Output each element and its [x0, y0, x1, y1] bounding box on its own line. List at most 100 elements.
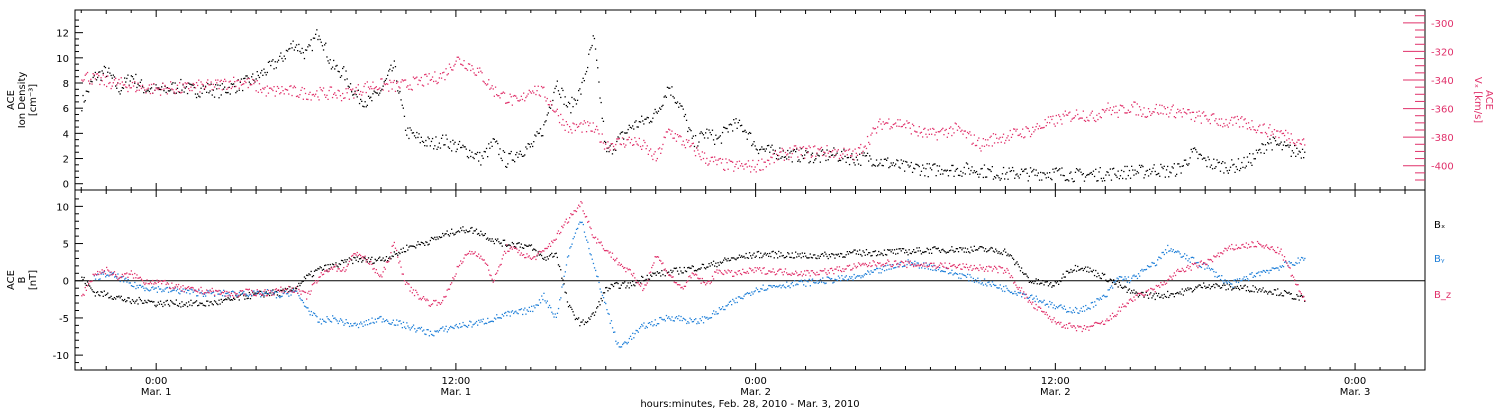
density-series-point [235, 92, 236, 93]
vx-series-point [238, 80, 239, 81]
by-series-point [479, 322, 480, 323]
vx-series-point [717, 160, 718, 161]
bx-series-point [1157, 295, 1158, 296]
vx-series-point [217, 79, 218, 80]
bx-series-point [476, 229, 477, 230]
density-series-point [269, 61, 270, 62]
density-series-point [1270, 142, 1271, 143]
vx-series-point [1097, 119, 1098, 120]
by-series-point [1047, 304, 1048, 305]
density-series-point [420, 142, 421, 143]
density-series-point [1179, 166, 1180, 167]
bx-series-point [203, 305, 204, 306]
bx-series-point [1248, 290, 1249, 291]
vx-series-point [308, 94, 309, 95]
bx-series-point [762, 255, 763, 256]
vx-series-point [158, 89, 159, 90]
density-series-point [953, 176, 954, 177]
density-series-point [697, 145, 698, 146]
density-series-point [837, 153, 838, 154]
density-series-point [209, 90, 210, 91]
density-series-point [828, 159, 829, 160]
density-series-point [261, 70, 262, 71]
vx-series-point [394, 80, 395, 81]
bz-series-point [284, 292, 285, 293]
bx-series-point [118, 296, 119, 297]
density-series-point [398, 92, 399, 93]
density-series-point [1175, 175, 1176, 176]
density-series-point [728, 131, 729, 132]
bx-series-point [560, 269, 561, 270]
bx-series-point [162, 306, 163, 307]
vx-series-point [829, 151, 830, 152]
bx-series-point [1279, 294, 1280, 295]
density-series-point [1161, 167, 1162, 168]
bx-series-point [139, 297, 140, 298]
vx-series-point [991, 136, 992, 137]
density-series-point [1119, 178, 1120, 179]
vx-series-point [944, 130, 945, 131]
vx-series-point [278, 88, 279, 89]
bx-series-point [132, 299, 133, 300]
by-series-point [198, 290, 199, 291]
vx-series-point [974, 134, 975, 135]
bz-series-point [181, 290, 182, 291]
density-series-point [552, 100, 553, 101]
by-series-point [246, 294, 247, 295]
by-series-point [938, 269, 939, 270]
vx-series-point [332, 97, 333, 98]
by-series-point [1180, 253, 1181, 254]
vx-series-point [740, 165, 741, 166]
bx-series-point [407, 249, 408, 250]
by-series-point [476, 321, 477, 322]
density-series-point [252, 73, 253, 74]
vx-series-point [641, 149, 642, 150]
bx-series-point [1074, 269, 1075, 270]
bz-series-point [115, 274, 116, 275]
vx-series-point [925, 134, 926, 135]
density-series-point [1105, 174, 1106, 175]
bx-series-point [949, 250, 950, 251]
vx-series-point [1118, 117, 1119, 118]
vx-series-point [1278, 137, 1279, 138]
density-series-point [1049, 172, 1050, 173]
bx-series-point [874, 251, 875, 252]
vx-series-point [580, 122, 581, 123]
bx-series-point [860, 254, 861, 255]
vx-series-point [1167, 107, 1168, 108]
by-series-point [1094, 301, 1095, 302]
bx-series-point [852, 251, 853, 252]
density-series-point [353, 94, 354, 95]
bz-series-point [98, 274, 99, 275]
vx-series-point [698, 153, 699, 154]
density-series-point [1163, 168, 1164, 169]
bz-series-point [344, 271, 345, 272]
by-series-point [311, 311, 312, 312]
density-series-point [404, 116, 405, 117]
bx-series-point [1238, 288, 1239, 289]
density-series-point [789, 152, 790, 153]
bx-series-point [895, 253, 896, 254]
bx-series-point [1285, 291, 1286, 292]
bz-series-point [222, 292, 223, 293]
vx-series-point [435, 81, 436, 82]
density-series-point [507, 163, 508, 164]
bx-series-point [1187, 287, 1188, 288]
by-series-point [854, 274, 855, 275]
bx-series-point [938, 248, 939, 249]
vx-series-point [257, 80, 258, 81]
density-series-point [878, 164, 879, 165]
bz-series-point [314, 282, 315, 283]
bx-series-point [1055, 281, 1056, 282]
vx-series-point [405, 79, 406, 80]
vx-series-point [471, 65, 472, 66]
density-series-point [1113, 168, 1114, 169]
bx-series-point [130, 301, 131, 302]
vx-series-point [251, 84, 252, 85]
vx-series-point [196, 82, 197, 83]
by-series-point [326, 316, 327, 317]
bx-series-point [998, 251, 999, 252]
vx-series-point [1032, 127, 1033, 128]
by-series-point [1127, 282, 1128, 283]
